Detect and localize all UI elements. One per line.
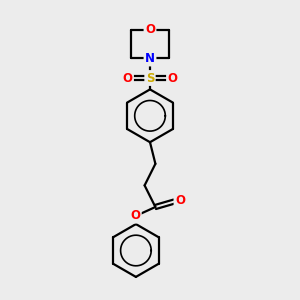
Text: O: O	[130, 209, 140, 222]
Text: O: O	[145, 23, 155, 36]
Text: N: N	[145, 52, 155, 65]
Text: O: O	[167, 71, 178, 85]
Text: S: S	[146, 71, 154, 85]
Text: O: O	[122, 71, 133, 85]
Text: O: O	[175, 194, 185, 207]
